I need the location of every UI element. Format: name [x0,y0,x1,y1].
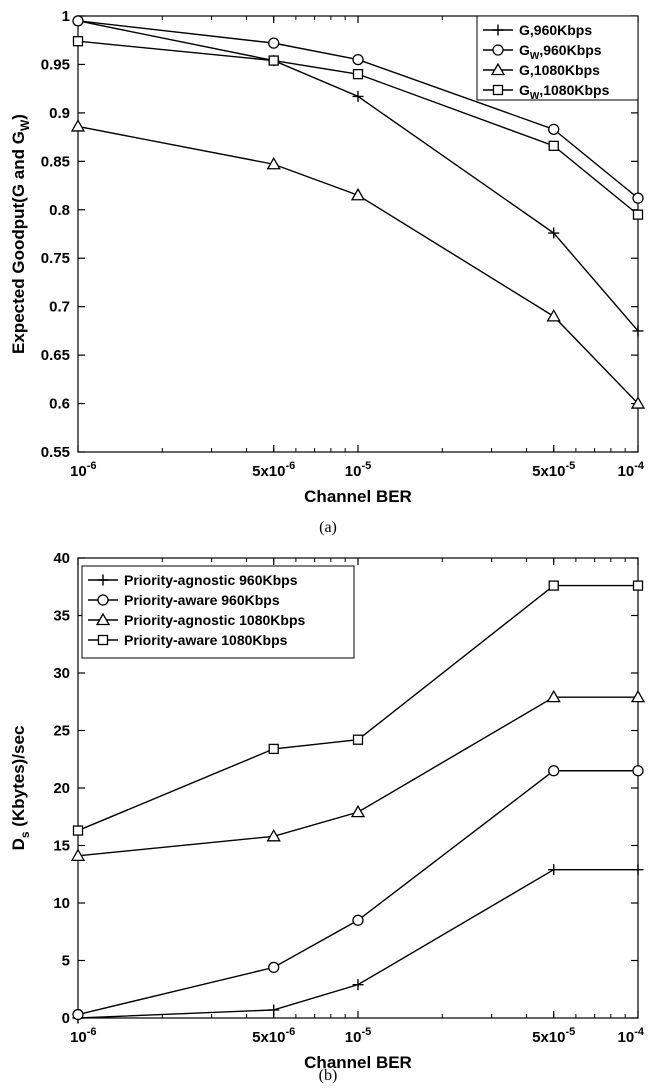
data-point-circle [548,123,560,136]
x-tick-label: 10-6 [70,1026,96,1046]
data-point-triangle [630,689,646,703]
data-point-circle [632,765,644,777]
data-point-plus [548,227,560,239]
x-tick-label: 10-4 [618,460,645,480]
y-tick-label: 0.85 [41,153,70,170]
y-tick-label: 0.8 [49,202,70,219]
y-tick-label: 20 [53,780,70,797]
chart-caption: (b) [319,1067,338,1084]
y-tick-label: 25 [53,723,70,740]
legend-marker-square [97,634,109,646]
chart-caption: (a) [319,519,337,536]
x-tick-label: 5x10-6 [252,1026,295,1046]
y-tick-label: 35 [53,608,70,625]
data-point-plus [548,864,560,876]
legend-label: GW,1080Kbps [519,82,610,102]
y-tick-label: 0 [62,1010,70,1027]
series-line [77,125,639,405]
data-point-triangle [70,848,86,861]
data-point-circle [72,1008,84,1021]
chart-a: 10-6 5x10-6 10-5 5x10-5 10-4 0.55 0.6 0.65 0.7 0.… [9,8,646,536]
series-line [77,696,638,857]
x-axis-label: Channel BER [304,487,412,506]
x-tick-label: 10-4 [618,1026,645,1046]
legend-label: G,1080Kbps [519,62,600,78]
data-point-triangle [546,689,561,703]
legend-label: Priority-agnostic 1080Kbps [124,612,305,628]
legend-label: GW,960Kbps [519,42,602,62]
y-axis-label: Ds (Kbytes)/sec [9,726,32,851]
data-point-square [72,825,84,836]
data-point-plus [352,979,364,991]
legend-marker-triangle [95,612,111,626]
data-point-triangle [70,119,86,132]
legend-marker-plus [97,574,109,586]
data-point-circle [268,37,280,49]
data-point-triangle [350,187,366,201]
y-tick-label: 30 [53,665,70,682]
chart-b: 10-6 5x10-6 10-5 5x10-5 10-4 0 5 10 15 20 25 30 35 40… [9,550,646,1084]
y-tick-label: 0.55 [41,444,70,461]
data-point-triangle [266,156,281,170]
data-point-plus [268,1004,280,1016]
data-point-plus [352,90,364,102]
data-point-triangle [266,828,281,842]
data-point-square [632,580,644,591]
series-line [77,868,638,1019]
legend-label: Priority-aware 960Kbps [124,592,280,608]
data-point-square [548,140,559,151]
legend-marker-circle [97,594,109,606]
legend-marker-square [492,84,504,96]
y-tick-label: 0.75 [41,250,70,267]
x-tick-label: 10-6 [70,460,96,480]
data-point-circle [268,961,280,974]
y-tick-label: 15 [53,838,70,855]
legend-label: G,960Kbps [519,22,592,38]
data-point-square [268,55,279,66]
x-axis-label: Channel BER [304,1053,412,1072]
x-tick-label: 5x10-5 [532,1026,575,1046]
data-point-square [632,209,644,220]
data-point-circle [352,53,364,66]
y-tick-label: 1 [62,8,70,25]
data-point-circle [72,15,84,27]
y-tick-label: 5 [62,953,70,970]
legend-label: Priority-aware 1080Kbps [124,632,288,648]
x-tick-label: 5x10-6 [252,460,295,480]
x-tick-label: 5x10-5 [532,460,575,480]
data-point-triangle [350,804,366,818]
y-tick-label: 0.95 [41,56,70,73]
x-tick-label: 10-5 [345,460,371,480]
data-point-square [352,734,364,745]
data-point-circle [352,914,364,926]
y-tick-label: 0.7 [49,299,70,316]
data-point-circle [632,192,644,204]
data-point-circle [548,765,560,777]
legend-marker-triangle [490,62,506,76]
y-tick-label: 0.6 [49,396,70,413]
y-tick-label: 10 [53,895,70,912]
legend-marker-circle [492,44,504,56]
data-point-square [268,743,279,755]
data-point-square [548,580,559,591]
legend-label: Priority-agnostic 960Kbps [124,572,298,588]
y-tick-label: 0.9 [49,105,70,122]
data-point-square [72,36,84,47]
data-point-plus [632,325,644,337]
y-axis-label: Expected Goodput(G and GW) [9,114,32,354]
legend-box [81,565,355,659]
y-tick-label: 40 [53,550,70,567]
y-tick-label: 0.65 [41,347,70,364]
x-tick-label: 10-5 [345,1026,371,1046]
data-point-plus [632,864,644,876]
data-point-square [352,68,364,80]
legend-marker-plus [492,24,504,36]
data-point-triangle [546,309,561,322]
data-point-triangle [630,396,646,409]
